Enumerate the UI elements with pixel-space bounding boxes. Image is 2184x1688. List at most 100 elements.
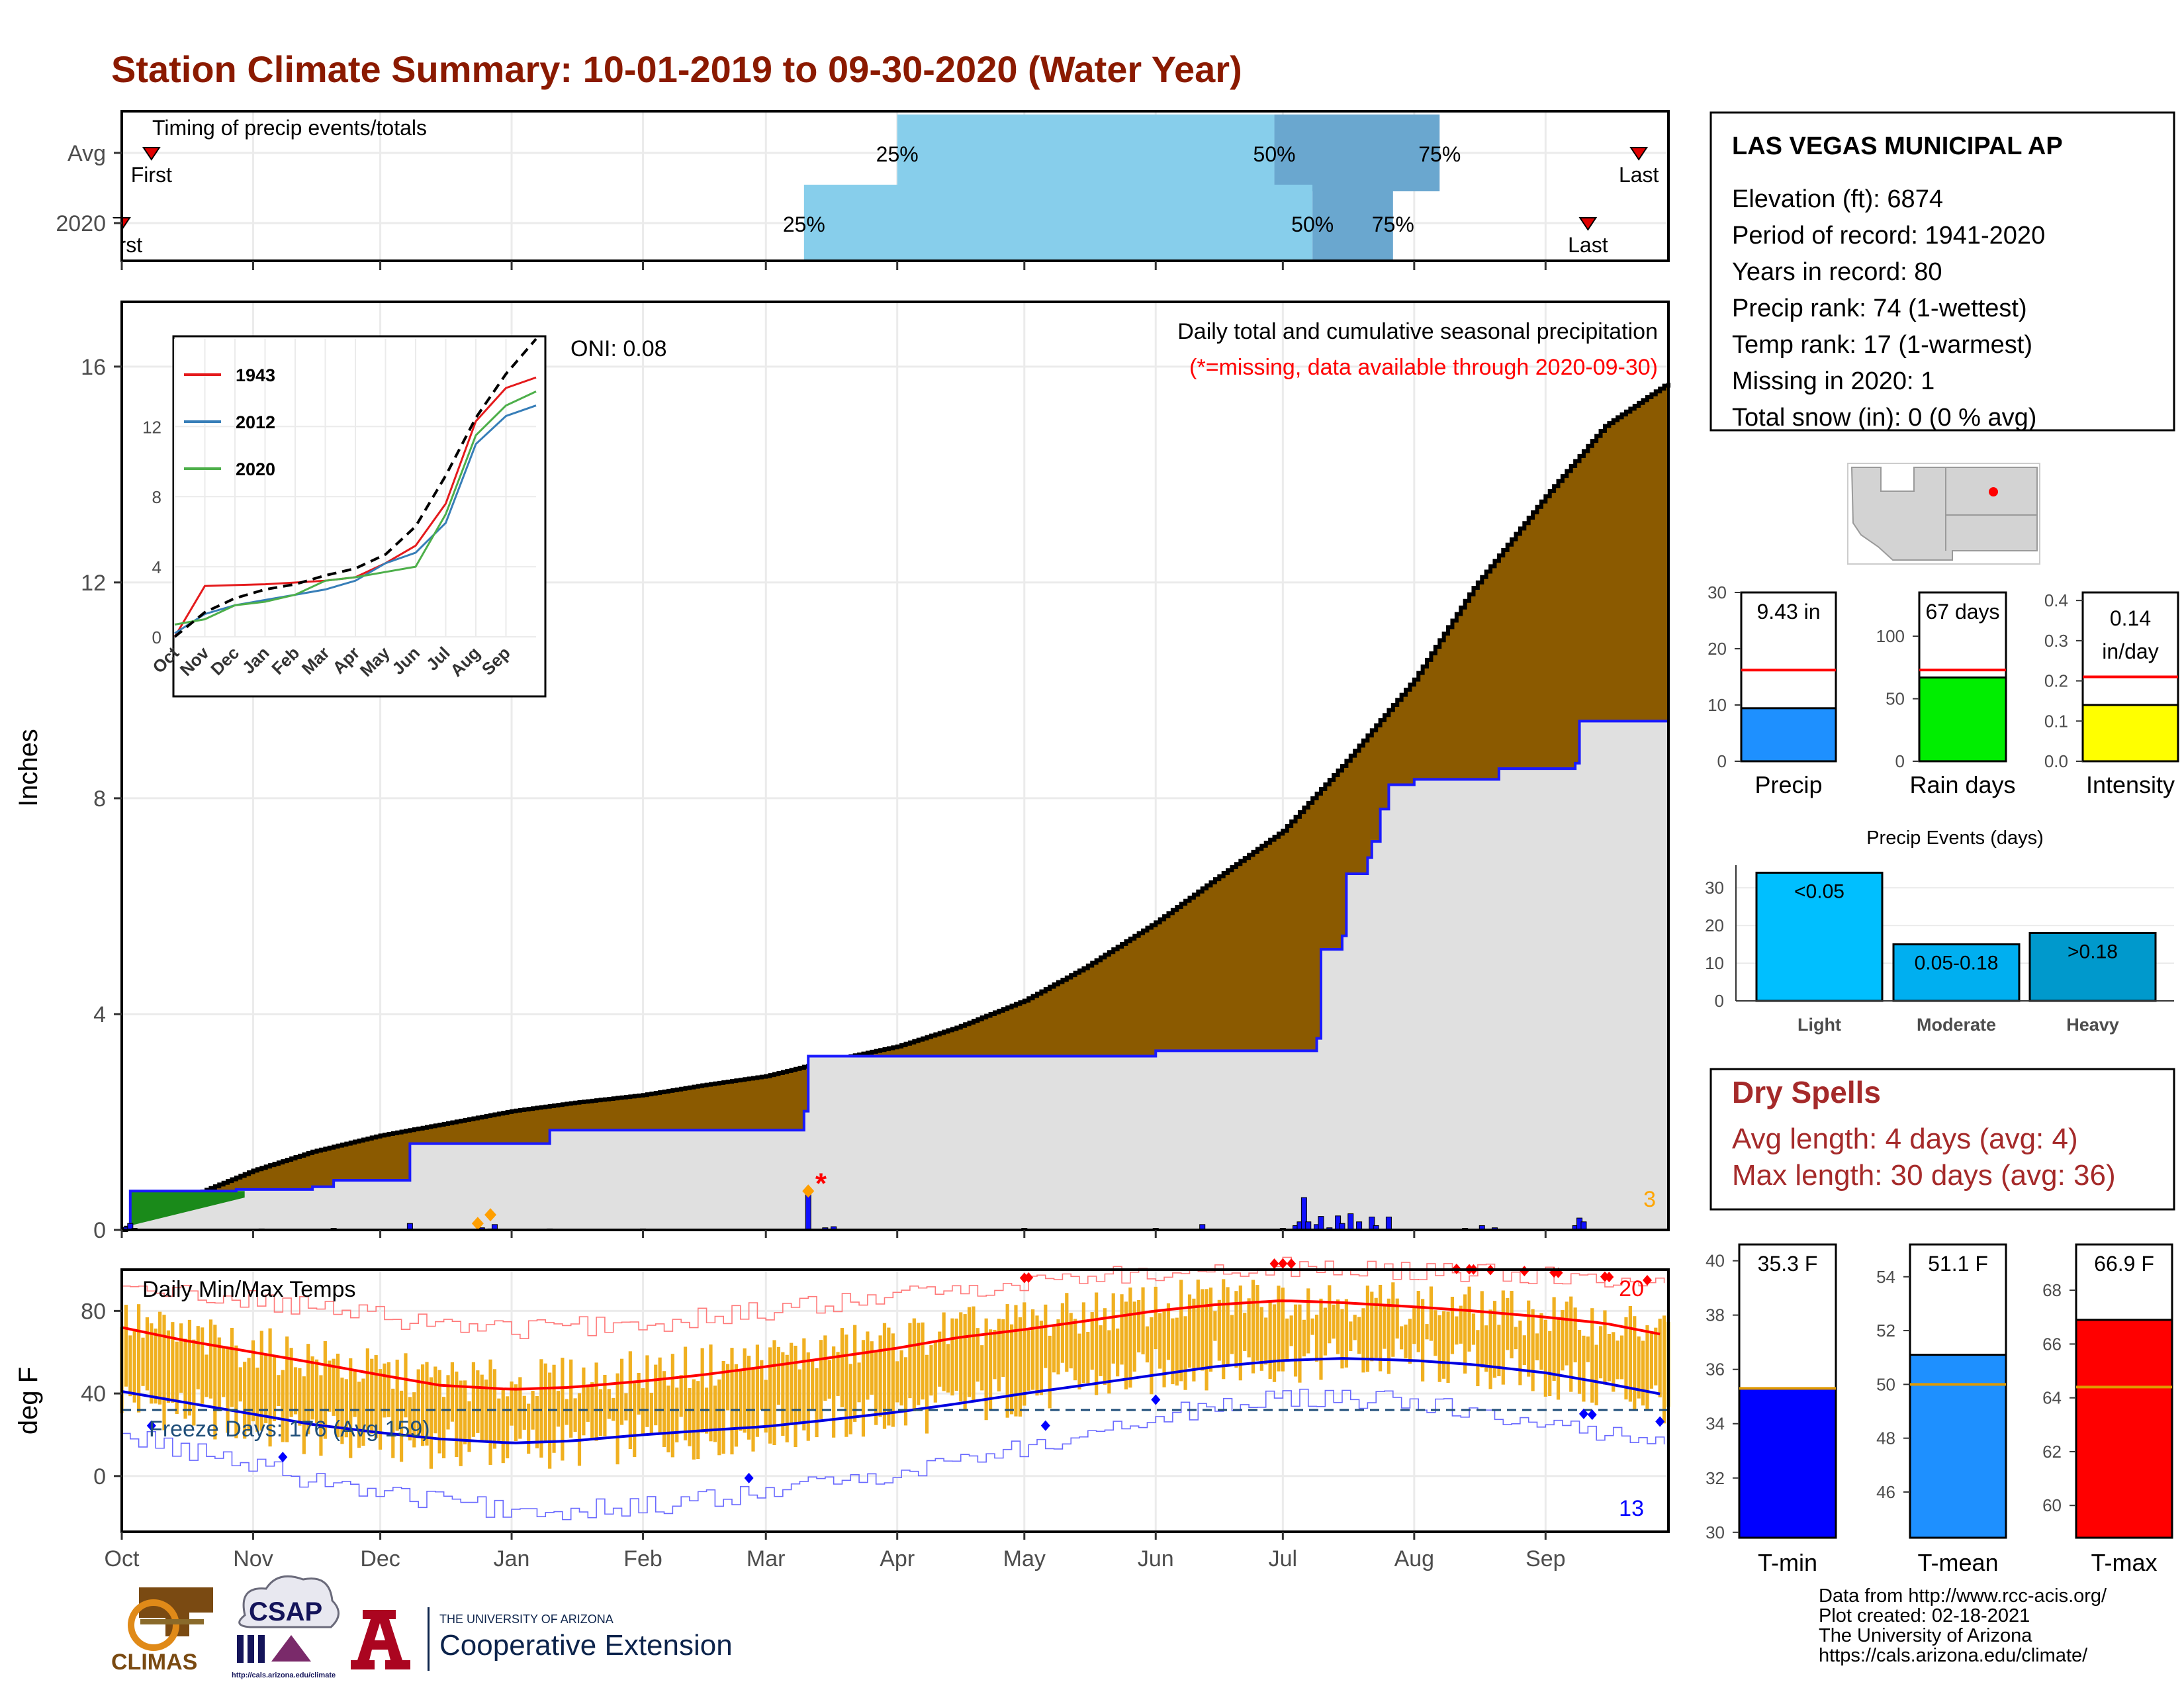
map-states bbox=[1850, 467, 2038, 561]
daily-temp-bar-340 bbox=[1561, 1310, 1565, 1371]
daily-temp-bar-130 bbox=[670, 1354, 674, 1458]
daily-temp-bar-157 bbox=[785, 1354, 789, 1442]
daily-temp-bar-341 bbox=[1565, 1301, 1569, 1366]
avg-max-temp-line bbox=[121, 1299, 1661, 1391]
timing-title: Timing of precip events/totals bbox=[152, 116, 427, 140]
daily-temp-bar-281 bbox=[1310, 1318, 1314, 1335]
daily-temp-bar-210 bbox=[1009, 1324, 1014, 1415]
daily-temp-bar-150 bbox=[755, 1344, 760, 1437]
daily-temp-bar-233 bbox=[1107, 1330, 1111, 1394]
temp-y-tick-label-0: 0 bbox=[93, 1464, 106, 1489]
daily-temp-bar-249 bbox=[1175, 1317, 1179, 1386]
daily-temp-bar-112 bbox=[594, 1362, 598, 1441]
daily-temp-bar-306 bbox=[1416, 1291, 1420, 1352]
daily-temp-bar-261 bbox=[1226, 1287, 1230, 1367]
timing-frame bbox=[120, 110, 1670, 262]
daily-temp-bar-7 bbox=[150, 1323, 154, 1404]
daily-temp-bar-189 bbox=[921, 1322, 925, 1400]
daily-temp-bar-258 bbox=[1213, 1311, 1217, 1341]
record-low-marker-3 bbox=[1040, 1420, 1050, 1431]
daily-temp-bar-31 bbox=[251, 1340, 255, 1422]
events-category-label-2: Heavy bbox=[2066, 1015, 2119, 1035]
daily-temp-bar-133 bbox=[683, 1346, 688, 1440]
events-bar-0 bbox=[1755, 871, 1884, 1002]
dry-spells-frame bbox=[1709, 1068, 2175, 1211]
daily-temp-bar-172 bbox=[848, 1364, 852, 1434]
daily-temp-bar-23 bbox=[217, 1337, 221, 1412]
daily-temp-bar-153 bbox=[768, 1347, 772, 1444]
timing-last-label-0: Last bbox=[1619, 163, 1659, 187]
daily-temp-bar-214 bbox=[1026, 1330, 1030, 1391]
daily-temp-bar-184 bbox=[899, 1350, 903, 1406]
daily-temp-bar-265 bbox=[1243, 1313, 1247, 1351]
daily-temp-bar-237 bbox=[1124, 1301, 1128, 1389]
daily-temp-bar-215 bbox=[1030, 1309, 1035, 1390]
daily-temp-bar-21 bbox=[208, 1319, 213, 1399]
temp-x-tick-label-8: Jun bbox=[1138, 1546, 1174, 1571]
daily-temp-bar-336 bbox=[1543, 1319, 1547, 1397]
daily-temp-bar-87 bbox=[488, 1359, 492, 1465]
daily-temp-bar-22 bbox=[213, 1325, 217, 1440]
daily-temp-bar-310 bbox=[1433, 1310, 1437, 1356]
daily-temp-bar-302 bbox=[1400, 1326, 1404, 1350]
footer-line-1: Data from http://www.rcc-acis.org/ bbox=[1819, 1585, 2107, 1607]
record-high-marker-3 bbox=[1278, 1258, 1288, 1269]
gauge-title-3: T-min bbox=[1758, 1549, 1817, 1576]
daily-temp-bar-63 bbox=[387, 1362, 390, 1417]
daily-temp-bar-154 bbox=[772, 1340, 776, 1446]
daily-temp-bar-61 bbox=[378, 1369, 383, 1450]
daily-temp-bar-286 bbox=[1332, 1304, 1336, 1339]
daily-temp-bar-26 bbox=[230, 1327, 234, 1407]
daily-temp-bar-332 bbox=[1527, 1300, 1531, 1377]
daily-temp-bar-295 bbox=[1370, 1291, 1374, 1362]
daily-temp-bar-15 bbox=[183, 1338, 187, 1419]
daily-temp-bar-224 bbox=[1069, 1313, 1073, 1369]
daily-temp-bar-209 bbox=[1005, 1304, 1009, 1418]
daily-temp-bar-266 bbox=[1247, 1298, 1251, 1358]
daily-temp-bar-151 bbox=[760, 1360, 764, 1411]
gauge-y-tick-label-4-4: 54 bbox=[1876, 1267, 1895, 1287]
precip-marker-0 bbox=[471, 1217, 484, 1231]
daily-temp-bar-208 bbox=[1001, 1319, 1005, 1377]
daily-temp-bar-275 bbox=[1285, 1318, 1289, 1362]
daily-temp-bar-356 bbox=[1628, 1306, 1632, 1402]
avg-cumulative-line bbox=[122, 383, 1670, 1232]
daily-temp-bar-287 bbox=[1336, 1299, 1340, 1354]
daily-temp-bar-45 bbox=[310, 1356, 314, 1420]
daily-temp-bar-137 bbox=[700, 1348, 704, 1432]
daily-temp-bar-357 bbox=[1633, 1316, 1637, 1410]
daily-temp-bar-304 bbox=[1408, 1319, 1412, 1364]
daily-temp-bar-67 bbox=[404, 1353, 408, 1418]
daily-temp-bar-279 bbox=[1302, 1319, 1306, 1357]
daily-temp-bar-280 bbox=[1306, 1288, 1310, 1354]
daily-temp-bar-253 bbox=[1192, 1298, 1196, 1382]
footer-line-4: https://cals.arizona.edu/climate/ bbox=[1819, 1645, 2088, 1666]
daily-temp-bar-227 bbox=[1081, 1302, 1086, 1383]
daily-temp-bar-140 bbox=[713, 1385, 717, 1442]
record-high-marker-14 bbox=[1642, 1275, 1652, 1286]
daily-temp-bar-348 bbox=[1594, 1344, 1598, 1405]
daily-temp-bar-204 bbox=[984, 1318, 988, 1421]
daily-temp-bar-228 bbox=[1086, 1332, 1090, 1383]
daily-temp-bar-127 bbox=[658, 1357, 662, 1434]
daily-temp-bar-174 bbox=[857, 1362, 861, 1403]
inset-legend-label-1: 2012 bbox=[236, 412, 275, 432]
gauge-y-tick-label-0-0: 0 bbox=[1717, 751, 1727, 771]
daily-temp-bar-18 bbox=[196, 1326, 200, 1389]
csap-url: http://cals.arizona.edu/climate bbox=[232, 1671, 336, 1679]
gauge-title-0: Precip bbox=[1754, 771, 1822, 798]
station-line-6: Missing in 2020: 1 bbox=[1732, 367, 1934, 395]
timing-category-0: Avg bbox=[68, 141, 106, 166]
gauge-y-tick-label-2-4: 0.4 bbox=[2044, 590, 2068, 610]
daily-temp-bar-89 bbox=[497, 1398, 501, 1443]
page-title: Station Climate Summary: 10-01-2019 to 0… bbox=[111, 48, 1242, 90]
daily-temp-bar-36 bbox=[272, 1355, 277, 1421]
daily-temp-bar-282 bbox=[1314, 1315, 1319, 1362]
gauge-y-tick-label-4-2: 50 bbox=[1876, 1374, 1895, 1394]
dry-spells-avg: Avg length: 4 days (avg: 4) bbox=[1732, 1123, 2078, 1155]
missing-marker-3: * bbox=[815, 1168, 827, 1200]
gauge-y-tick-label-2-0: 0.0 bbox=[2044, 751, 2068, 771]
events-bar-2 bbox=[2028, 932, 2157, 1002]
inset-frame bbox=[172, 335, 547, 698]
dry-spells-box: Dry Spells Avg length: 4 days (avg: 4) M… bbox=[1709, 1068, 2175, 1211]
